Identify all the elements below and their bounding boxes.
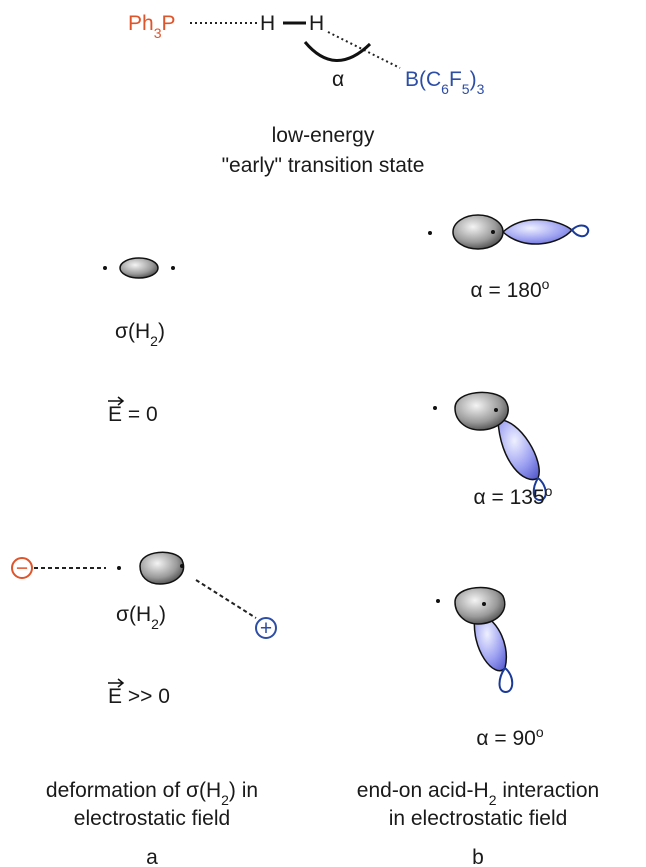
angle-label: α = 180o <box>471 276 550 302</box>
angle-arc <box>305 42 370 61</box>
superscript: o <box>542 276 550 292</box>
text-run: B(C <box>405 68 441 91</box>
subscript: 2 <box>221 792 229 808</box>
text-run: interaction <box>496 779 599 802</box>
diagram: Ph3P H H α B(C6F5)3 low-energy "early" t… <box>0 0 646 867</box>
panel-caption: electrostatic field <box>74 807 230 830</box>
subscript: 3 <box>477 81 485 97</box>
charge: − <box>16 557 28 580</box>
charge: + <box>260 617 272 640</box>
text-run: ) <box>159 603 166 626</box>
subscript: 6 <box>441 81 449 97</box>
nucleus <box>117 566 121 570</box>
donor: Ph3P <box>128 12 176 41</box>
subscript: 5 <box>462 81 470 97</box>
superscript: o <box>536 724 544 740</box>
text-run: electrostatic field <box>74 807 230 830</box>
text-run: σ(H <box>115 320 150 343</box>
hydrogen: H <box>260 12 275 35</box>
text-run: F <box>449 68 462 91</box>
nucleus <box>171 266 175 270</box>
sigma-orbital <box>140 552 183 584</box>
hydrogen: H <box>309 12 324 35</box>
text-run: P <box>161 12 175 35</box>
panel-caption: deformation of σ(H2) in <box>46 779 258 808</box>
subscript: 2 <box>150 333 158 349</box>
text-run: deformation of σ(H <box>46 779 221 802</box>
sigma-orbital <box>455 588 505 624</box>
text-run: end-on acid-H <box>357 779 489 802</box>
text-run: α = 180 <box>471 279 542 302</box>
nucleus <box>494 408 498 412</box>
sigma-orbital <box>120 258 158 278</box>
nucleus <box>436 599 440 603</box>
angle-label: α = 90o <box>476 724 543 750</box>
text-run: α = 90 <box>476 727 535 750</box>
text-run: σ(H <box>116 603 151 626</box>
nucleus <box>491 230 495 234</box>
dashed-line <box>196 580 256 618</box>
acceptor-lobe <box>503 220 572 244</box>
nucleus <box>433 406 437 410</box>
acceptor-loop <box>500 668 513 692</box>
panel-letter: a <box>146 846 158 867</box>
panel-caption: in electrostatic field <box>389 807 568 830</box>
acceptor-lobe <box>498 420 539 480</box>
field-label: E = 0 <box>108 403 158 426</box>
nucleus <box>180 564 184 568</box>
text-run: Ph <box>128 12 154 35</box>
angle-label: α = 135o <box>474 483 553 509</box>
subscript: 2 <box>489 792 497 808</box>
acceptor-loop <box>572 226 588 237</box>
subscript: 2 <box>151 616 159 632</box>
subscript: 3 <box>154 25 162 41</box>
angle-symbol: α <box>332 68 344 91</box>
text-run: α = 135 <box>474 486 545 509</box>
text-run: ) <box>470 68 477 91</box>
caption-line: low-energy <box>272 124 375 147</box>
acid: B(C6F5)3 <box>405 68 485 97</box>
panel-caption: end-on acid-H2 interaction <box>357 779 599 808</box>
sigma-orbital <box>453 215 503 249</box>
field-label: E >> 0 <box>108 685 170 708</box>
sigma-orbital <box>455 392 508 430</box>
orbital-label: σ(H2) <box>116 603 166 632</box>
nucleus <box>103 266 107 270</box>
nucleus <box>482 602 486 606</box>
text-run: ) in <box>229 779 258 802</box>
caption-line: "early" transition state <box>222 154 425 177</box>
orbital-label: σ(H2) <box>115 320 165 349</box>
text-run: in electrostatic field <box>389 807 568 830</box>
text-run: ) <box>158 320 165 343</box>
superscript: o <box>545 483 553 499</box>
nucleus <box>428 231 432 235</box>
panel-letter: b <box>472 846 484 867</box>
